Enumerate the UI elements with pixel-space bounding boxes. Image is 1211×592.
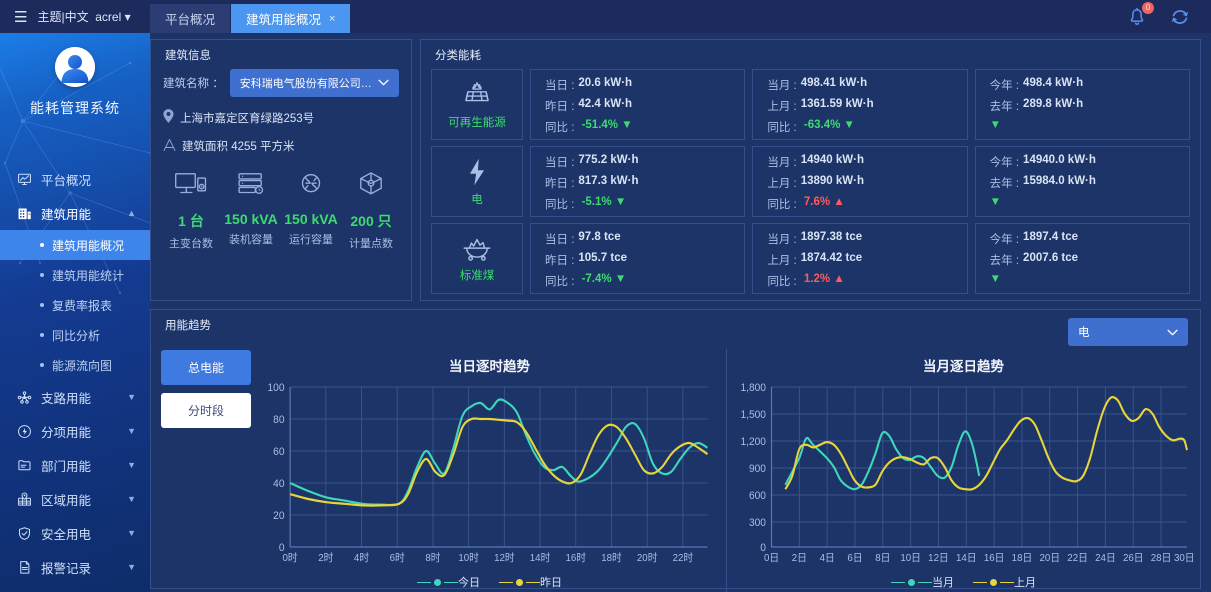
svg-text:6时: 6时: [390, 552, 405, 564]
svg-text:28日: 28日: [1151, 553, 1172, 564]
svg-text:100: 100: [268, 382, 285, 394]
svg-text:2时: 2时: [318, 552, 333, 564]
svg-text:900: 900: [749, 463, 766, 475]
svg-text:4时: 4时: [354, 552, 369, 564]
svg-text:22日: 22日: [1067, 553, 1088, 564]
svg-text:16日: 16日: [984, 553, 1005, 564]
svg-text:60: 60: [273, 446, 284, 458]
svg-text:14日: 14日: [956, 553, 977, 564]
svg-text:18时: 18时: [601, 552, 622, 564]
svg-text:0时: 0时: [283, 552, 298, 564]
svg-text:0日: 0日: [764, 553, 779, 564]
svg-text:14时: 14时: [530, 552, 551, 564]
svg-text:20: 20: [273, 510, 284, 522]
svg-text:10日: 10日: [900, 553, 921, 564]
svg-text:6日: 6日: [847, 553, 862, 564]
svg-text:20日: 20日: [1039, 553, 1060, 564]
svg-text:2日: 2日: [792, 553, 807, 564]
svg-text:24日: 24日: [1095, 553, 1116, 564]
svg-text:22时: 22时: [673, 552, 694, 564]
svg-text:8日: 8日: [875, 553, 890, 564]
svg-text:1,800: 1,800: [740, 382, 766, 394]
svg-text:300: 300: [749, 517, 766, 529]
svg-text:8时: 8时: [425, 552, 440, 564]
svg-text:10时: 10时: [458, 552, 479, 564]
svg-text:30日: 30日: [1174, 553, 1195, 564]
svg-text:12日: 12日: [928, 553, 949, 564]
svg-text:1,500: 1,500: [740, 409, 766, 421]
svg-text:26日: 26日: [1123, 553, 1144, 564]
svg-text:20时: 20时: [637, 552, 658, 564]
svg-text:80: 80: [273, 414, 284, 426]
svg-text:1,200: 1,200: [740, 436, 766, 448]
svg-text:18日: 18日: [1012, 553, 1033, 564]
svg-text:4日: 4日: [820, 553, 835, 564]
svg-text:600: 600: [749, 490, 766, 502]
svg-text:16时: 16时: [565, 552, 586, 564]
svg-text:12时: 12时: [494, 552, 515, 564]
svg-text:40: 40: [273, 478, 284, 490]
